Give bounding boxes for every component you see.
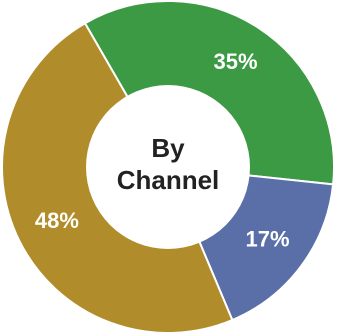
slice-label-2: 48% <box>35 208 79 233</box>
center-label-line-1: By <box>151 133 185 163</box>
slice-0 <box>83 0 335 186</box>
slice-label-0: 35% <box>214 49 258 74</box>
donut-hole <box>86 85 250 249</box>
slice-label-1: 17% <box>246 227 290 252</box>
slice-labels: 35% 17% 48% <box>35 49 290 252</box>
center-label-line-2: Channel <box>117 165 220 195</box>
